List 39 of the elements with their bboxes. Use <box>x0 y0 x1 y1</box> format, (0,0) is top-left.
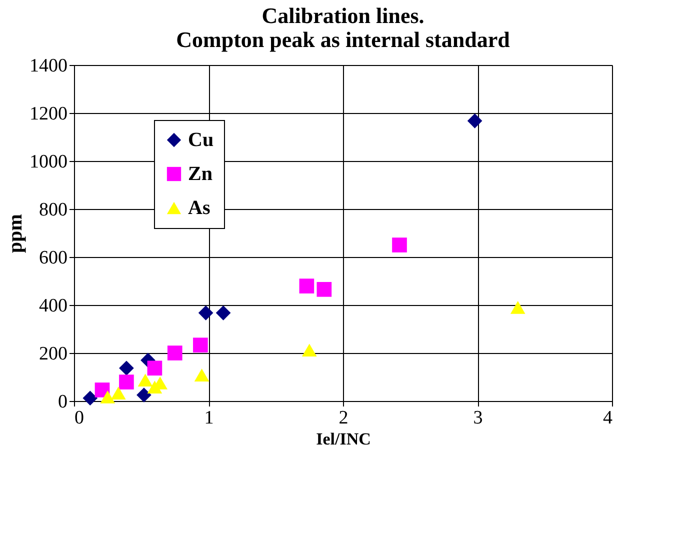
y-tick-label: 0 <box>58 392 68 412</box>
legend-label: Cu <box>188 129 214 151</box>
x-tick-label: 2 <box>338 408 348 428</box>
point <box>216 306 231 320</box>
point <box>167 346 182 360</box>
point <box>147 360 162 376</box>
y-tick-label: 200 <box>39 344 68 364</box>
point <box>467 114 482 128</box>
x-tick-label: 3 <box>473 408 483 428</box>
point <box>110 386 126 400</box>
x-tick-label: 1 <box>204 408 214 428</box>
point <box>136 388 152 402</box>
point <box>82 390 98 406</box>
text: Calibration lines. <box>262 3 424 28</box>
y-axis-title: ppm <box>4 214 26 253</box>
point <box>198 306 214 320</box>
point <box>138 374 153 387</box>
x-tick-label: 4 <box>603 408 613 428</box>
point <box>302 344 317 357</box>
x-axis-title: Iel/INC <box>316 430 371 448</box>
y-tick-label: 1200 <box>30 104 68 124</box>
y-tick-label: 800 <box>39 200 68 220</box>
point <box>194 368 210 382</box>
point <box>119 360 134 376</box>
y-tick-label: 1400 <box>30 56 68 76</box>
point <box>100 390 116 404</box>
point <box>119 374 134 390</box>
y-tick-label: 400 <box>39 296 68 316</box>
point <box>193 338 208 352</box>
text: Compton peak as internal standard <box>176 27 510 52</box>
point <box>392 238 407 252</box>
point <box>510 300 526 314</box>
y-tick-label: 1000 <box>30 152 68 172</box>
point <box>316 282 332 297</box>
legend-label: As <box>188 197 210 219</box>
legend-label: Zn <box>188 163 212 185</box>
point <box>299 278 314 294</box>
y-tick-label: 600 <box>39 248 68 268</box>
x-tick-label: 0 <box>74 408 84 428</box>
